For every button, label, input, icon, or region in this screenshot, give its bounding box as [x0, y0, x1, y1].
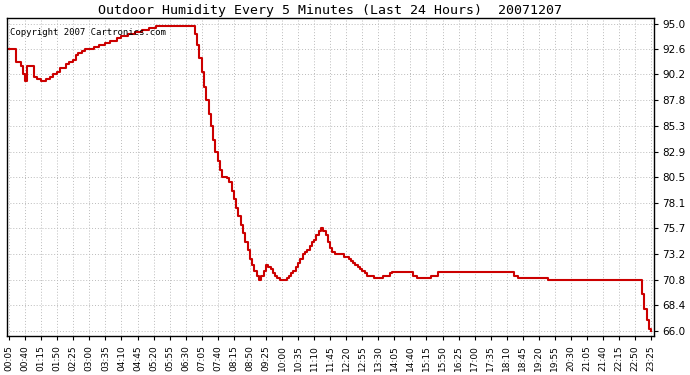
Text: Copyright 2007 Cartronics.com: Copyright 2007 Cartronics.com — [10, 28, 166, 37]
Title: Outdoor Humidity Every 5 Minutes (Last 24 Hours)  20071207: Outdoor Humidity Every 5 Minutes (Last 2… — [98, 4, 562, 17]
